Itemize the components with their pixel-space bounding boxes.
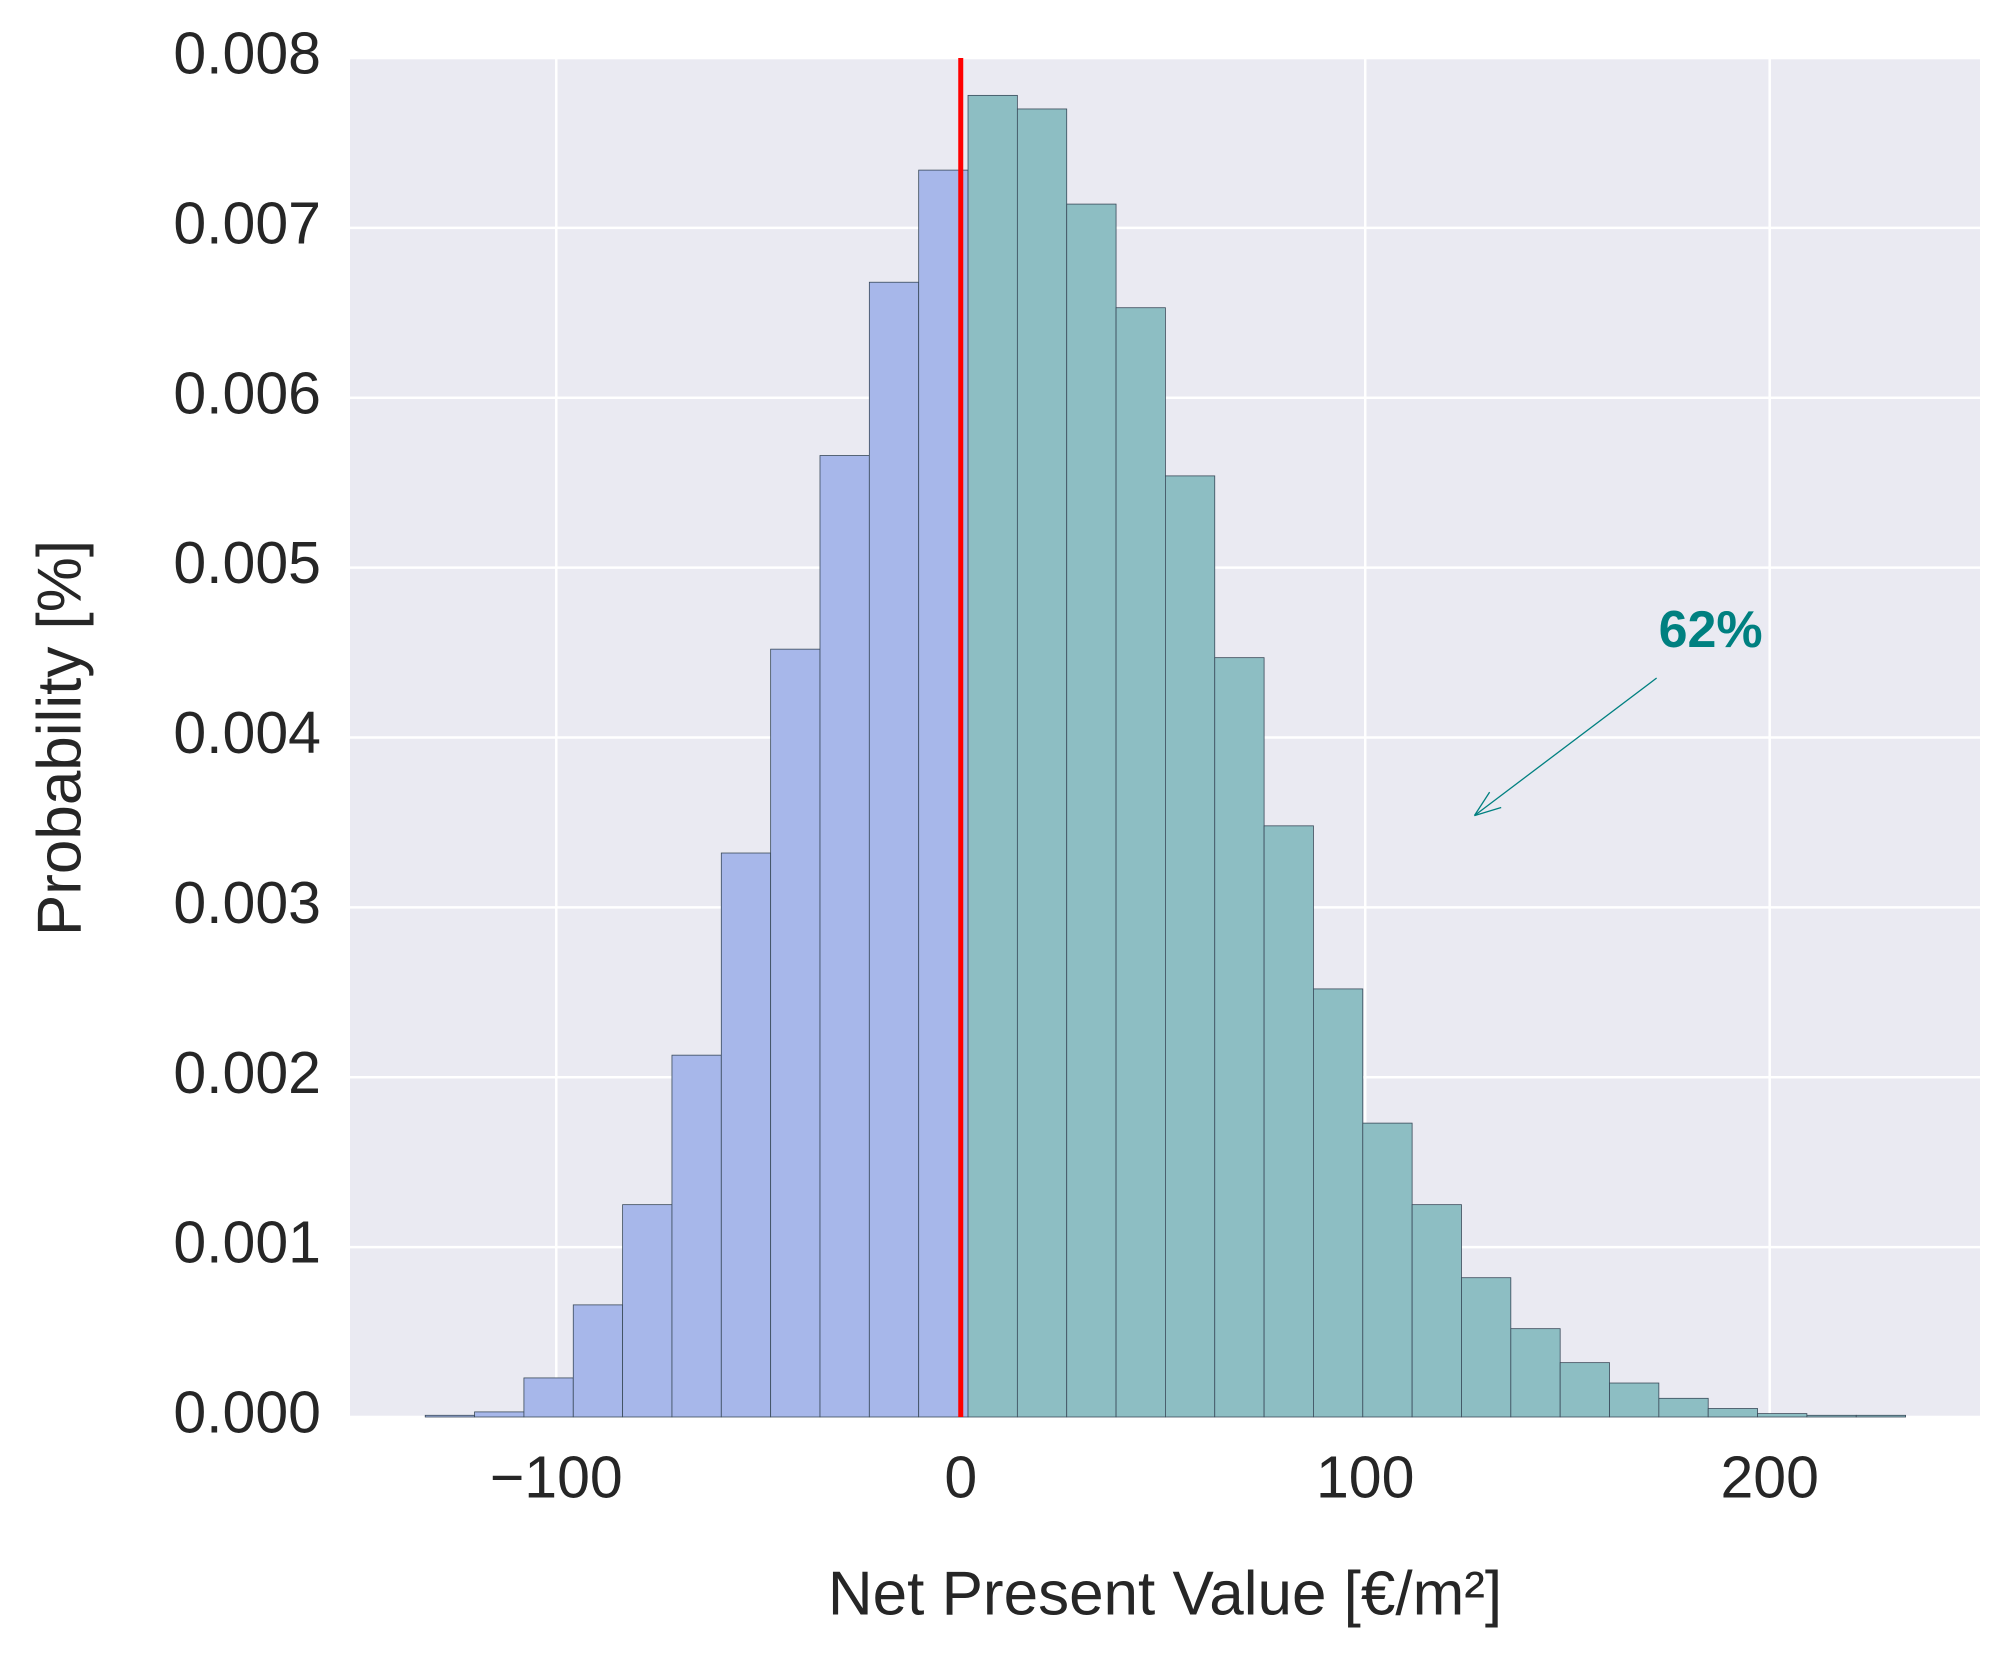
bar [1559,1362,1610,1418]
bar [1411,1204,1462,1418]
bar [671,1054,722,1418]
y-tick-label: 0.003 [173,870,321,936]
bar [1066,203,1117,1418]
arrow-head [1473,791,1491,816]
y-tick-label: 0.002 [173,1040,321,1106]
bar [1214,657,1265,1418]
x-axis-label: Net Present Value [€/m²] [828,1559,1502,1628]
bar [622,1204,673,1418]
bar [1609,1382,1660,1418]
bar [770,648,821,1418]
y-tick-label: 0.005 [173,530,321,596]
x-tick-label: 200 [1720,1445,1818,1511]
y-tick-label: 0.008 [173,21,321,87]
bar [1855,1414,1906,1418]
bar [1263,825,1314,1418]
bar [1165,475,1216,1418]
bar [1313,988,1364,1418]
bar [967,94,1018,1418]
bar [1757,1413,1808,1418]
bar [1016,108,1068,1418]
bar [1461,1277,1512,1418]
bar [868,281,920,1418]
bar [1658,1397,1709,1418]
bar [474,1411,525,1418]
y-tick-label: 0.004 [173,700,321,766]
x-tick-label: 0 [944,1445,977,1511]
arrow-head [1474,806,1502,817]
x-tick-label: 100 [1316,1445,1414,1511]
bar [424,1414,475,1418]
x-tick-label: −100 [490,1445,623,1511]
bar [1510,1328,1561,1418]
bar [819,455,870,1418]
y-tick-label: 0.007 [173,190,321,256]
bar [572,1304,624,1418]
bar [523,1377,574,1418]
y-tick-label: 0.000 [173,1380,321,1446]
bar [720,852,772,1418]
annotation-arrow [1474,677,1658,817]
annotation-label: 62% [1659,601,1763,659]
bar [1362,1122,1413,1418]
y-tick-label: 0.006 [173,360,321,426]
bar [1707,1408,1758,1418]
bar [1806,1414,1857,1418]
bar [1115,307,1166,1418]
y-axis-label: Probability [%] [25,540,94,936]
y-tick-label: 0.001 [173,1210,321,1276]
